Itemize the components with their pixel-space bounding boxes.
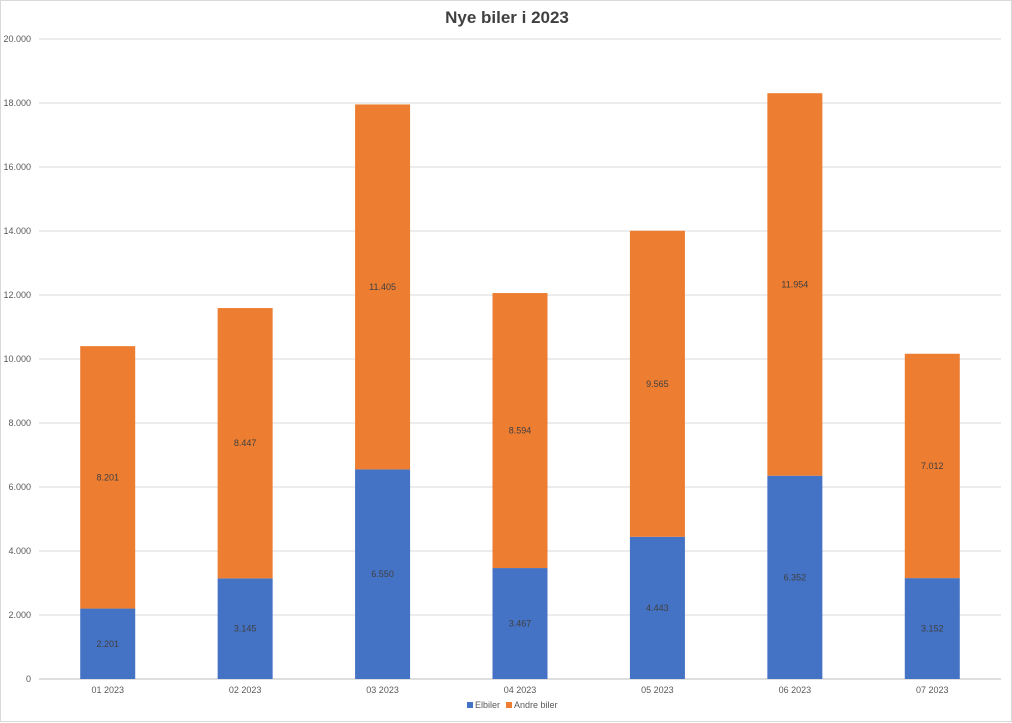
data-label: 7.012: [921, 461, 944, 471]
bar-andre-biler: [904, 353, 960, 579]
bar-andre-biler: [217, 308, 273, 579]
legend-label: Elbiler: [475, 700, 500, 710]
data-label: 4.443: [646, 603, 669, 613]
bar-elbiler: [217, 578, 273, 679]
y-tick-label: 4.000: [8, 546, 31, 556]
y-tick-label: 8.000: [8, 418, 31, 428]
y-tick-label: 14.000: [3, 226, 31, 236]
data-label: 11.405: [369, 282, 396, 292]
data-label: 9.565: [646, 379, 669, 389]
x-tick-label: 07 2023: [916, 685, 949, 695]
bar-elbiler: [492, 568, 548, 679]
data-label: 8.201: [96, 472, 119, 482]
bar-andre-biler: [629, 230, 685, 537]
legend-label: Andre biler: [514, 700, 558, 710]
x-tick-label: 04 2023: [504, 685, 537, 695]
bar-elbiler: [767, 475, 823, 679]
data-label: 6.352: [784, 572, 807, 582]
data-label: 8.594: [509, 426, 532, 436]
data-label: 3.152: [921, 624, 944, 634]
data-label: 3.145: [234, 624, 257, 634]
data-label: 3.467: [509, 619, 532, 629]
data-label: 6.550: [371, 569, 394, 579]
y-tick-label: 0: [26, 674, 31, 684]
y-axis-tick-labels: 0 2.000 4.000 6.000 8.000 10.000 12.000 14.000 1…: [3, 34, 31, 684]
x-tick-label: 02 2023: [229, 685, 262, 695]
bar-elbiler: [355, 469, 411, 679]
data-labels: 2.201 8.201 3.145 8.447 6.550 11.405 3.467 8.59…: [96, 279, 943, 648]
legend-swatch: [467, 702, 473, 708]
bar-andre-biler: [80, 346, 136, 609]
x-axis-tick-labels: 01 2023 02 2023 03 2023 04 2023 05 2023 06 20…: [91, 685, 948, 695]
y-tick-label: 20.000: [3, 34, 31, 44]
x-tick-label: 06 2023: [779, 685, 812, 695]
bar-elbiler: [904, 578, 960, 679]
x-tick-label: 05 2023: [641, 685, 674, 695]
y-tick-label: 16.000: [3, 162, 31, 172]
data-label: 2.201: [96, 639, 119, 649]
bar-andre-biler: [767, 93, 823, 476]
bar-elbiler: [80, 608, 136, 679]
bar-andre-biler: [355, 104, 411, 470]
bars: [80, 93, 960, 679]
y-tick-label: 12.000: [3, 290, 31, 300]
y-tick-label: 10.000: [3, 354, 31, 364]
legend-swatch: [506, 702, 513, 708]
chart-title: Nye biler i 2023: [445, 8, 569, 27]
data-label: 8.447: [234, 438, 257, 448]
x-tick-label: 01 2023: [91, 685, 124, 695]
x-tick-label: 03 2023: [366, 685, 399, 695]
data-label: 11.954: [781, 279, 808, 289]
bar-elbiler: [629, 536, 685, 679]
y-tick-label: 2.000: [8, 610, 31, 620]
y-tick-label: 18.000: [3, 98, 31, 108]
y-tick-label: 6.000: [8, 482, 31, 492]
bar-andre-biler: [492, 293, 548, 569]
legend: Elbiler Andre biler: [467, 700, 558, 710]
